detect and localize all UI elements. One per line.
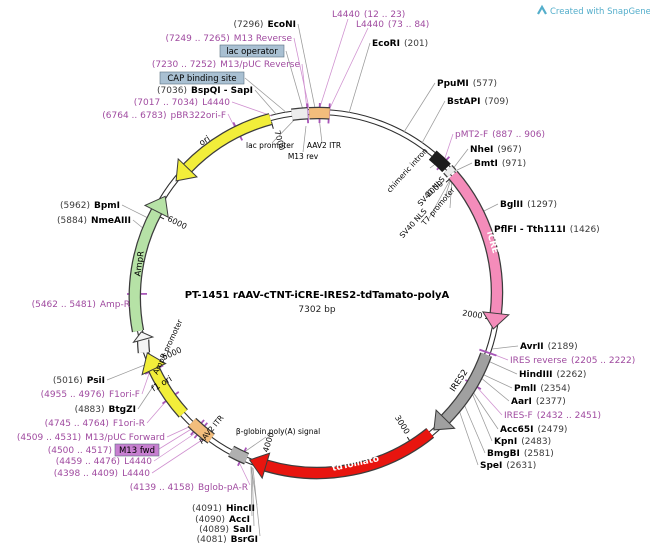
- enzyme-label-bglii[interactable]: BglII (1297): [500, 200, 557, 210]
- svg-text:(4500 .. 4517): (4500 .. 4517): [48, 446, 112, 456]
- snapgene-caret-icon: [537, 4, 547, 15]
- plasmid-title: PT-1451 rAAV-cTNT-iCRE-IRES2-tdTamato-po…: [185, 290, 450, 315]
- site-labels-bottom: (4091) HincII (4090) AccI (4089) SalI (4081…: [192, 504, 258, 543]
- enzyme-label-psii[interactable]: (5016) PsiI: [53, 376, 105, 386]
- feature-ires2-arrow[interactable]: [433, 352, 492, 431]
- feature-label-m13-rev[interactable]: M13 rev: [288, 152, 319, 161]
- svg-text:CAP binding site: CAP binding site: [167, 74, 236, 84]
- primer-label-pbr322ori-f[interactable]: (6764 .. 6783) pBR322ori-F: [102, 111, 226, 121]
- feature-label-aav2-itr-top[interactable]: AAV2 ITR: [307, 141, 341, 150]
- primer-label-amp-r[interactable]: (5462 .. 5481) Amp-R: [32, 300, 130, 310]
- enzyme-label-aari[interactable]: AarI (2377): [511, 397, 566, 407]
- regulatory-label-cap-binding-site[interactable]: CAP binding site: [159, 71, 245, 85]
- plasmid-size: 7302 bp: [298, 305, 335, 315]
- primer-label-m13-puc-forward[interactable]: (4509 .. 4531) M13/pUC Forward: [17, 433, 165, 443]
- feature-ampr-arrow[interactable]: [128, 195, 169, 333]
- leader-lines: [106, 18, 519, 537]
- feature-bglobin-pa[interactable]: [228, 445, 250, 465]
- feature-label-ampr[interactable]: AmpR: [133, 250, 146, 277]
- feature-label-lac-promoter[interactable]: lac promoter: [246, 141, 295, 150]
- enzyme-label-hindiii[interactable]: HindIII (2262): [519, 370, 586, 380]
- primer-label-l4440-c[interactable]: (4398 .. 4409) L4440: [54, 469, 150, 479]
- enzyme-label-btgzi[interactable]: (4883) BtgZI: [75, 405, 136, 415]
- enzyme-label-nhei[interactable]: NheI (967): [470, 145, 522, 155]
- primer-label-ires-reverse[interactable]: IRES reverse (2205 .. 2222): [510, 356, 635, 366]
- enzyme-label-sali[interactable]: (4089) SalI: [199, 525, 252, 535]
- feature-aav2-itr-bottom[interactable]: [187, 417, 215, 444]
- features: [128, 106, 510, 480]
- scale-label: 2000: [462, 308, 484, 320]
- primer-label-m13-puc-reverse[interactable]: (7230 .. 7252) M13/pUC Reverse: [152, 60, 301, 70]
- primer-label-m13-reverse[interactable]: (7249 .. 7265) M13 Reverse: [165, 34, 292, 44]
- scale-label: 6000: [166, 214, 188, 231]
- primer-label-l4440-top-b[interactable]: L4440 (73 .. 84): [356, 20, 429, 30]
- enzyme-label-ppumi[interactable]: PpuMI (577): [437, 79, 497, 89]
- primer-label-m13-fwd[interactable]: (4500 .. 4517) M13 fwd: [48, 443, 160, 457]
- feature-icre-arrow[interactable]: [448, 170, 510, 330]
- feature-ampr-promoter-arrow[interactable]: [132, 331, 155, 354]
- site-labels-left: (7296) EcoNI (7249 .. 7265) M13 Reverse la…: [17, 20, 301, 493]
- feature-chimeric-intron[interactable]: [428, 150, 451, 173]
- svg-text:M13 fwd: M13 fwd: [119, 446, 155, 456]
- enzyme-label-bmgbi[interactable]: BmgBI (2581): [487, 449, 554, 459]
- feature-f1-ori-arrow[interactable]: [141, 352, 189, 418]
- primer-label-l4440-a[interactable]: (7017 .. 7034) L4440: [134, 98, 230, 108]
- primer-label-l4440-top-a[interactable]: L4440 (12 .. 23): [332, 10, 405, 20]
- feature-t7-sv40nls[interactable]: [443, 165, 457, 178]
- enzyme-label-acc65i[interactable]: Acc65I (2479): [500, 425, 567, 435]
- enzyme-label-pflfi-tth111i[interactable]: PflFI - Tth111I (1426): [494, 225, 600, 235]
- site-labels-right: L4440 (12 .. 23) L4440 (73 .. 84) EcoRI (20…: [332, 10, 635, 471]
- feature-label-chimeric-intron[interactable]: chimeric intron: [385, 146, 430, 194]
- plasmid-name: PT-1451 rAAV-cTNT-iCRE-IRES2-tdTamato-po…: [185, 290, 450, 301]
- feature-lac-promoter[interactable]: [291, 106, 308, 121]
- primer-label-l4440-b[interactable]: (4459 .. 4476) L4440: [56, 457, 152, 467]
- enzyme-label-pmli[interactable]: PmlI (2354): [514, 384, 570, 394]
- snapgene-watermark[interactable]: Created with SnapGene®: [537, 4, 650, 17]
- feature-tdtomato-arrow[interactable]: [248, 428, 435, 480]
- enzyme-label-bsrgi[interactable]: (4081) BsrGI: [197, 535, 258, 543]
- primer-label-bglob-pa-r[interactable]: (4139 .. 4158) Bglob-pA-R: [130, 483, 248, 493]
- watermark-text: Created with SnapGene®: [550, 7, 650, 17]
- primer-label-ires-f[interactable]: IRES-F (2432 .. 2451): [504, 411, 601, 421]
- primer-label-f1ori-r[interactable]: (4745 .. 4764) F1ori-R: [45, 419, 145, 429]
- svg-text:lac operator: lac operator: [226, 47, 278, 57]
- feature-ori-arrow[interactable]: [175, 113, 273, 182]
- enzyme-label-bstapi[interactable]: BstAPI (709): [447, 97, 509, 107]
- scale-label: 3000: [393, 414, 411, 436]
- enzyme-label-bspqi-sapi[interactable]: (7036) BspQI - SapI: [157, 86, 253, 96]
- feature-label-bglobin-pa[interactable]: β-globin poly(A) signal: [236, 427, 320, 436]
- enzyme-label-spei[interactable]: SpeI (2631): [480, 461, 536, 471]
- enzyme-label-bmti[interactable]: BmtI (971): [474, 159, 526, 169]
- regulatory-label-lac-operator[interactable]: lac operator: [219, 44, 285, 58]
- primer-label-pmt2-f[interactable]: pMT2-F (887 .. 906): [455, 130, 545, 140]
- enzyme-label-acci[interactable]: (4090) AccI: [195, 515, 250, 525]
- enzyme-label-nmeaiii[interactable]: (5884) NmeAIII: [57, 216, 131, 226]
- enzyme-label-hincii[interactable]: (4091) HincII: [192, 504, 255, 514]
- enzyme-label-bpmi[interactable]: (5962) BpmI: [60, 201, 120, 211]
- primer-label-f1ori-f[interactable]: (4955 .. 4976) F1ori-F: [41, 390, 140, 400]
- enzyme-label-ecori[interactable]: EcoRI (201): [372, 39, 428, 49]
- enzyme-label-kpni[interactable]: KpnI (2483): [494, 437, 551, 447]
- enzyme-label-econi[interactable]: (7296) EcoNI: [234, 20, 296, 30]
- enzyme-label-avrii[interactable]: AvrII (2189): [520, 342, 578, 352]
